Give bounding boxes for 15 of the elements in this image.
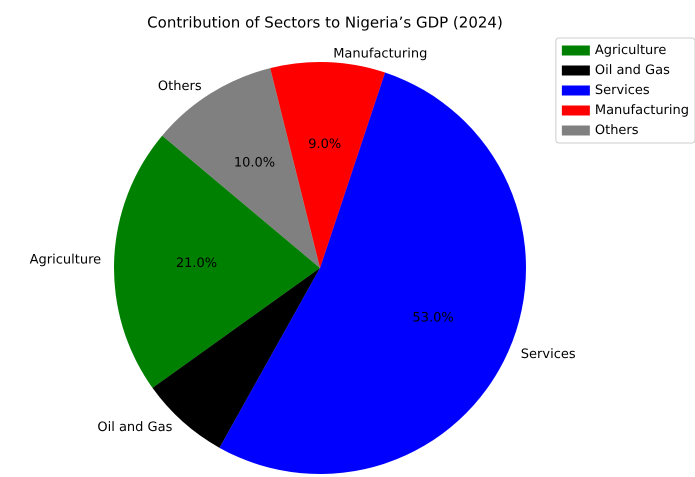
slice-label: Oil and Gas — [97, 420, 173, 436]
legend-label: Oil and Gas — [594, 63, 670, 78]
legend-label: Agriculture — [594, 43, 666, 58]
data-label: 9.0% — [308, 136, 342, 152]
slice-label: Manufacturing — [333, 46, 428, 62]
data-label: 53.0% — [412, 310, 454, 326]
legend-label: Others — [594, 123, 639, 138]
slice-label: Others — [158, 79, 202, 94]
legend-label: Services — [594, 83, 650, 98]
data-label: 10.0% — [234, 156, 276, 171]
slice-label: Services — [520, 346, 576, 362]
data-label: 21.0% — [176, 256, 218, 271]
slice-label: Agriculture — [30, 252, 102, 268]
chart-title: Contribution of Sectors to Nigeria’s GDP (2024) — [147, 14, 503, 32]
legend-label: Manufacturing — [594, 103, 690, 118]
